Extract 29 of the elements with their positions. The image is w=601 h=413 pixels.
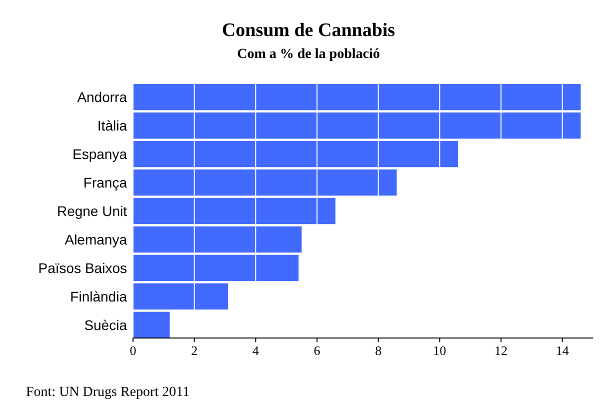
chart-title: Consum de Cannabis	[222, 20, 396, 41]
x-tick-label: 14	[556, 343, 570, 358]
bar	[133, 283, 228, 310]
y-tick-label: Regne Unit	[56, 202, 128, 219]
bar	[133, 226, 302, 253]
y-tick-label: Andorra	[77, 89, 128, 105]
bar	[133, 312, 170, 338]
y-tick-label: Finlàndia	[70, 288, 128, 304]
bar	[133, 198, 336, 224]
x-tick-label: 0	[130, 343, 136, 358]
bar	[133, 84, 581, 110]
x-tick-label: 10	[433, 343, 446, 358]
bar	[133, 254, 299, 282]
x-tick-label: 8	[375, 343, 382, 358]
y-tick-label: Espanya	[72, 146, 128, 162]
x-tick-label: 6	[314, 343, 321, 358]
x-tick-label: 2	[191, 343, 198, 358]
y-tick-label: França	[83, 174, 128, 190]
y-tick-label: Països Baixos	[38, 260, 127, 276]
x-tick-label: 12	[494, 343, 508, 358]
bar	[133, 112, 581, 139]
bar	[133, 140, 458, 168]
y-tick-label: Itàlia	[97, 117, 128, 134]
x-tick-label: 4	[252, 343, 260, 358]
bar	[133, 169, 397, 196]
chart-subtitle: Com a % de la població	[237, 47, 380, 62]
text: Font: UN Drugs Report 2011	[26, 385, 190, 400]
y-tick-label: Suècia	[84, 316, 128, 333]
y-tick-label: Alemanya	[64, 231, 128, 248]
